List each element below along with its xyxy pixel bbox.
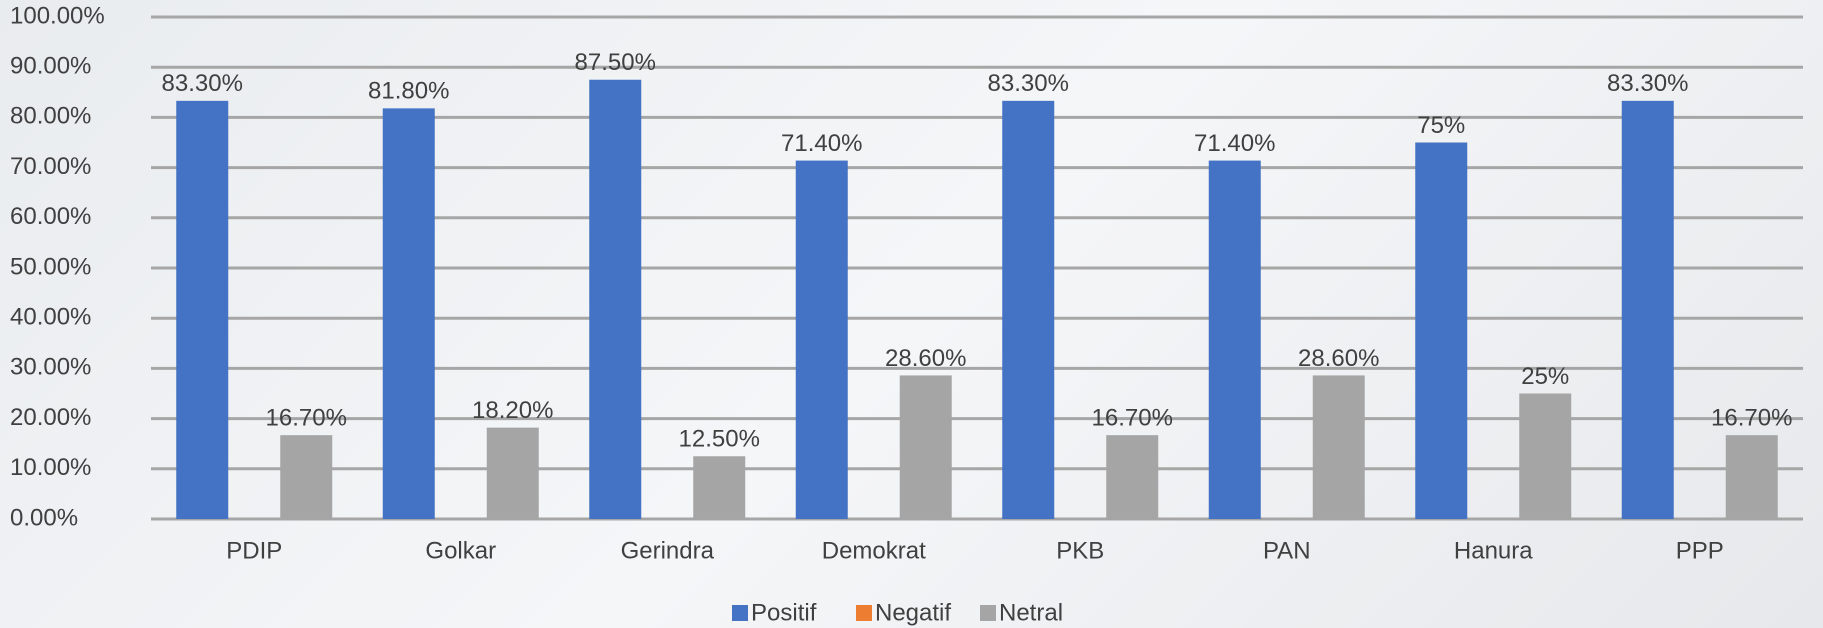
data-label: 71.40% bbox=[781, 130, 862, 157]
y-tick-label: 40.00% bbox=[10, 304, 91, 331]
data-label: 71.40% bbox=[1194, 130, 1275, 157]
bar bbox=[1208, 160, 1261, 519]
data-label: 28.60% bbox=[885, 345, 966, 372]
data-label: 75% bbox=[1417, 112, 1465, 139]
data-label: 12.50% bbox=[679, 426, 760, 453]
bar bbox=[899, 375, 952, 519]
x-tick-label: PPP bbox=[1676, 537, 1724, 564]
bar bbox=[1106, 435, 1159, 519]
bar bbox=[1312, 375, 1365, 519]
legend-swatch bbox=[732, 605, 748, 621]
y-tick-label: 80.00% bbox=[10, 103, 91, 130]
x-tick-label: Gerindra bbox=[621, 537, 715, 564]
bar bbox=[1621, 100, 1674, 520]
bar bbox=[280, 435, 333, 519]
data-label: 83.30% bbox=[988, 70, 1069, 97]
legend-swatch bbox=[980, 605, 996, 621]
y-tick-label: 90.00% bbox=[10, 53, 91, 80]
bar bbox=[795, 160, 848, 519]
bar bbox=[1002, 100, 1055, 520]
bar bbox=[176, 100, 229, 520]
data-label: 16.70% bbox=[1092, 405, 1173, 432]
data-label: 87.50% bbox=[575, 49, 656, 76]
data-label: 16.70% bbox=[266, 405, 347, 432]
x-tick-label: Golkar bbox=[425, 537, 496, 564]
data-label: 25% bbox=[1521, 363, 1569, 390]
y-tick-label: 30.00% bbox=[10, 354, 91, 381]
legend-label: Netral bbox=[999, 599, 1063, 626]
y-tick-label: 100.00% bbox=[10, 2, 105, 29]
y-tick-label: 60.00% bbox=[10, 203, 91, 230]
data-label: 83.30% bbox=[162, 70, 243, 97]
x-tick-label: Demokrat bbox=[822, 537, 926, 564]
bar bbox=[1415, 142, 1468, 519]
y-tick-label: 20.00% bbox=[10, 404, 91, 431]
data-label: 16.70% bbox=[1711, 405, 1792, 432]
bar bbox=[693, 456, 746, 519]
data-label: 83.30% bbox=[1607, 70, 1688, 97]
y-tick-label: 10.00% bbox=[10, 454, 91, 481]
data-label: 28.60% bbox=[1298, 345, 1379, 372]
x-tick-label: Hanura bbox=[1454, 537, 1533, 564]
legend-label: Positif bbox=[751, 599, 817, 626]
data-label: 18.20% bbox=[472, 397, 553, 424]
legend-label: Negatif bbox=[875, 599, 951, 626]
x-tick-label: PKB bbox=[1056, 537, 1104, 564]
x-tick-label: PAN bbox=[1263, 537, 1311, 564]
bar bbox=[382, 108, 435, 519]
y-tick-label: 50.00% bbox=[10, 253, 91, 280]
bar bbox=[486, 427, 539, 519]
bar bbox=[1725, 435, 1778, 519]
bar bbox=[1519, 393, 1572, 519]
bar bbox=[589, 79, 642, 519]
y-tick-label: 70.00% bbox=[10, 153, 91, 180]
x-tick-label: PDIP bbox=[226, 537, 282, 564]
y-tick-label: 0.00% bbox=[10, 504, 78, 531]
legend-swatch bbox=[856, 605, 872, 621]
data-label: 81.80% bbox=[368, 78, 449, 105]
